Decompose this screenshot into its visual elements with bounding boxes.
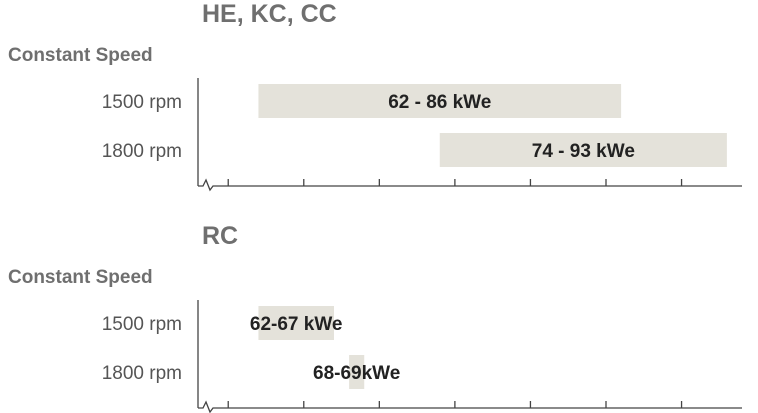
range-bar-chart: 62-67 kWe 68-69kWe 1500 rpm 1800 rpm bbox=[102, 300, 742, 413]
bar-value-label: 74 - 93 kWe bbox=[532, 141, 635, 162]
x-axis-line bbox=[198, 178, 742, 192]
chart-subtitle: Constant Speed bbox=[8, 45, 153, 66]
chart-panel-he-kc-cc: HE, KC, CC Constant Speed 62 - 86 kWe 74 … bbox=[0, 0, 758, 192]
x-axis-line bbox=[198, 400, 742, 413]
chart-subtitle: Constant Speed bbox=[8, 267, 153, 288]
category-label: 1500 rpm bbox=[102, 92, 182, 113]
range-bar bbox=[258, 84, 622, 118]
bar-value-label: 62-67 kWe bbox=[250, 314, 343, 335]
chart-title: RC bbox=[202, 222, 239, 250]
chart-panel-rc: RC Constant Speed 62-67 kWe 68-69kWe 1500 … bbox=[0, 222, 758, 413]
range-bar bbox=[349, 355, 365, 389]
bar-value-label: 62 - 86 kWe bbox=[388, 92, 491, 113]
chart-title: HE, KC, CC bbox=[202, 0, 337, 28]
category-label: 1800 rpm bbox=[102, 141, 182, 162]
category-label: 1800 rpm bbox=[102, 363, 182, 384]
range-bar-chart: 62 - 86 kWe 74 - 93 kWe 1500 rpm 1800 rpm bbox=[102, 78, 742, 192]
range-bar bbox=[439, 133, 727, 167]
category-label: 1500 rpm bbox=[102, 314, 182, 335]
bar-value-label: 68-69kWe bbox=[313, 363, 400, 384]
range-bar bbox=[258, 306, 334, 340]
